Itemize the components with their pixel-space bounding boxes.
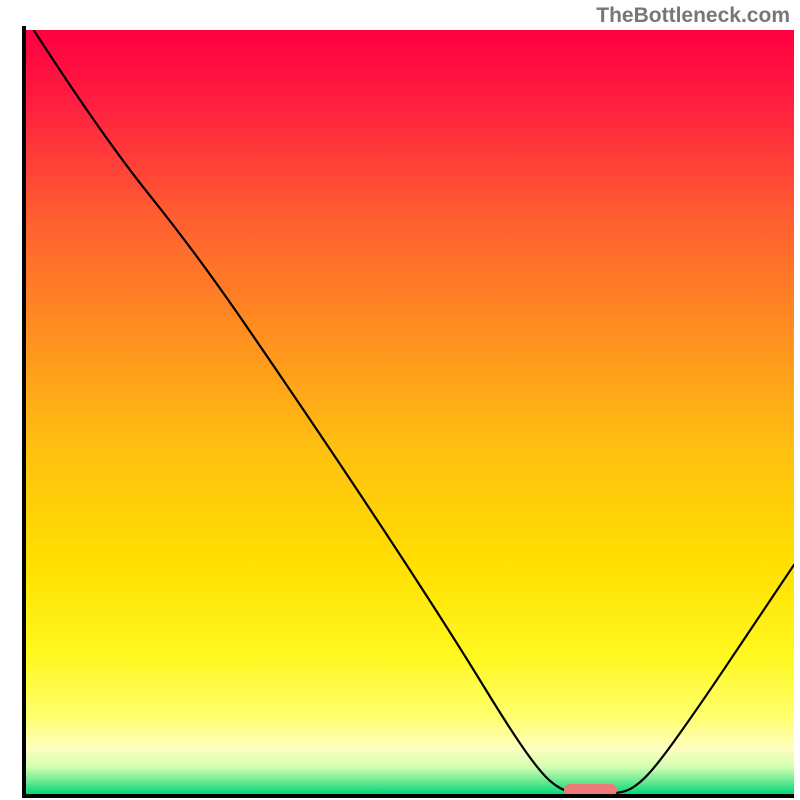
chart-container: TheBottleneck.com xyxy=(0,0,800,800)
watermark-text: TheBottleneck.com xyxy=(596,4,790,28)
x-axis-line xyxy=(22,794,794,798)
curve-line xyxy=(26,30,794,794)
plot-area xyxy=(26,30,794,794)
y-axis-line xyxy=(22,26,26,798)
